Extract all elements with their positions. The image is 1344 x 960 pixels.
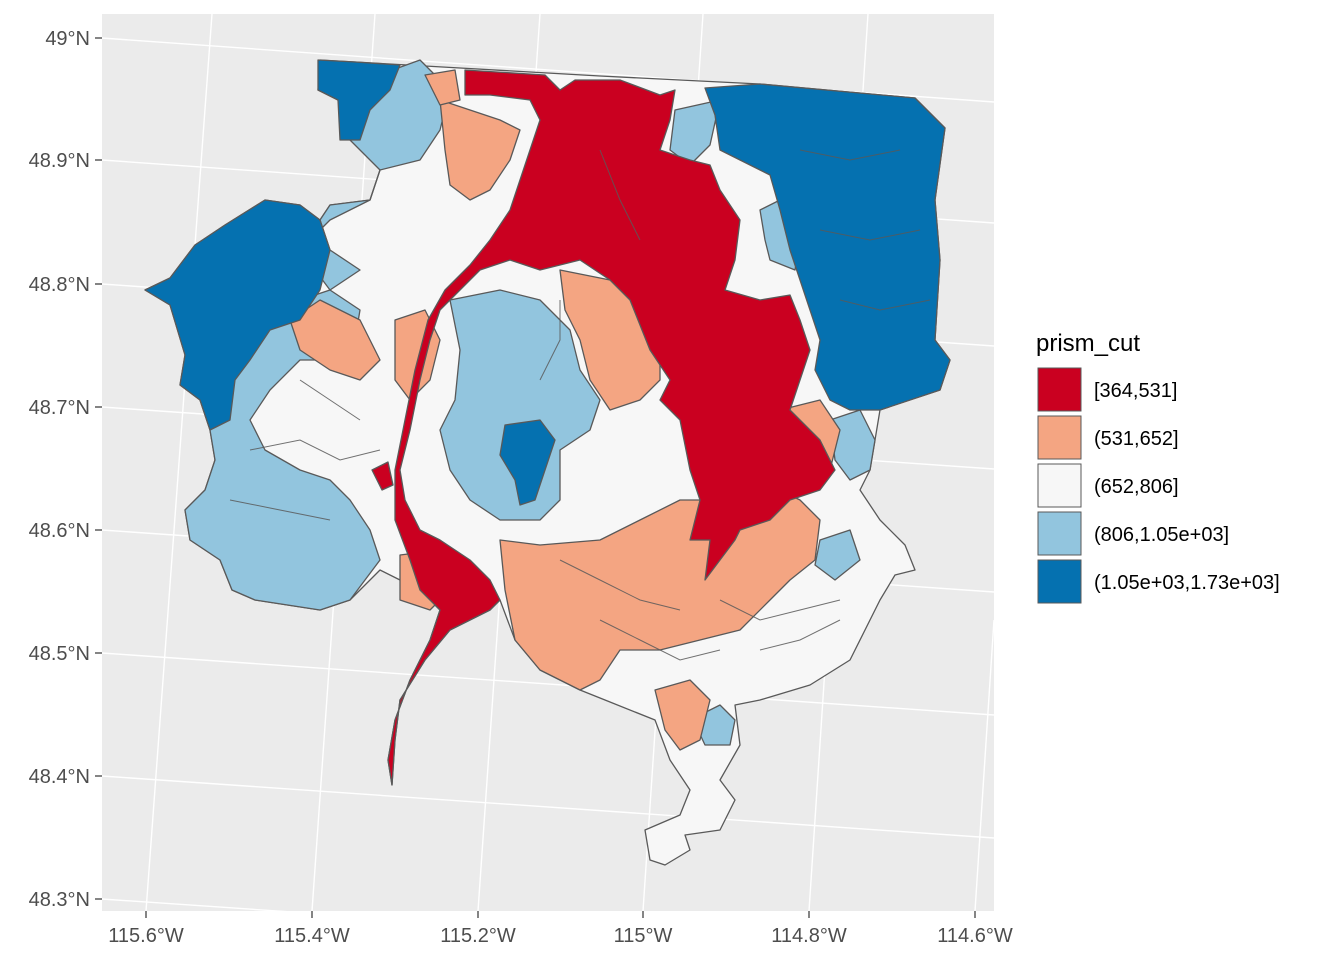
legend-item: (652,806]: [1037, 463, 1179, 508]
legend-label: (652,806]: [1094, 476, 1179, 498]
region-class-531-652-north: [439, 99, 521, 201]
y-tick-label: 49°N: [45, 28, 90, 50]
legend-label: [364,531]: [1094, 380, 1177, 402]
y-tick-label: 48.8°N: [29, 274, 90, 296]
legend: prism_cut [364,531] (531,652] (652,806] …: [1036, 330, 1280, 604]
legend-label: (1.05e+03,1.73e+03]: [1094, 572, 1280, 594]
region-class-1050-1730-w: [144, 199, 331, 431]
x-tick-label: 115.2°W: [440, 925, 516, 947]
legend-title: prism_cut: [1036, 330, 1140, 357]
legend-label: (806,1.05e+03]: [1094, 524, 1229, 546]
region-class-364-531-valley: [387, 69, 836, 786]
x-axis: 115.6°W 115.4°W 115.2°W 115°W 114.8°W 11…: [108, 911, 1013, 947]
region-class-531-652-central: [289, 299, 381, 381]
region-class-531-652-north2: [424, 69, 461, 106]
gridline-114-6W: [974, 619, 994, 911]
gridline-48-3N: [102, 898, 288, 911]
legend-item: (531,652]: [1037, 415, 1179, 460]
legend-swatch: [1037, 511, 1082, 556]
y-tick-label: 48.7°N: [29, 397, 90, 419]
legend-item: (806,1.05e+03]: [1037, 511, 1229, 556]
region-class-364-531-islet: [371, 461, 394, 491]
legend-item: [364,531]: [1037, 367, 1177, 412]
region-class-1050-1730-nw: [317, 59, 401, 141]
legend-swatch: [1037, 463, 1082, 508]
legend-label: (531,652]: [1094, 428, 1179, 450]
legend-item: (1.05e+03,1.73e+03]: [1037, 559, 1280, 604]
x-tick-label: 114.6°W: [937, 925, 1013, 947]
region-class-806-1050-se2: [814, 529, 861, 581]
region-layer: [144, 59, 951, 866]
region-class-531-652-south2: [654, 679, 711, 751]
legend-swatch: [1037, 367, 1082, 412]
region-class-1050-1730-central: [499, 419, 556, 506]
gridline-48-4N: [102, 775, 994, 839]
y-tick-label: 48.6°N: [29, 520, 90, 542]
x-tick-label: 115.6°W: [108, 925, 184, 947]
region-class-1050-1730-ne: [704, 83, 951, 411]
gridline-48-5N: [102, 652, 994, 716]
x-tick-label: 115°W: [614, 925, 673, 947]
x-tick-label: 114.8°W: [771, 925, 847, 947]
internal-boundaries: [229, 149, 931, 661]
x-tick-label: 115.4°W: [274, 925, 350, 947]
legend-swatch: [1037, 559, 1082, 604]
legend-swatch: [1037, 415, 1082, 460]
y-axis: 49°N 48.9°N 48.8°N 48.7°N 48.6°N 48.5°N …: [29, 28, 102, 911]
y-tick-label: 48.3°N: [29, 889, 90, 911]
y-tick-label: 48.4°N: [29, 766, 90, 788]
y-tick-label: 48.9°N: [29, 150, 90, 172]
gridline-115-6W: [145, 14, 213, 911]
region-class-531-652-south: [499, 489, 821, 691]
y-tick-label: 48.5°N: [29, 643, 90, 665]
